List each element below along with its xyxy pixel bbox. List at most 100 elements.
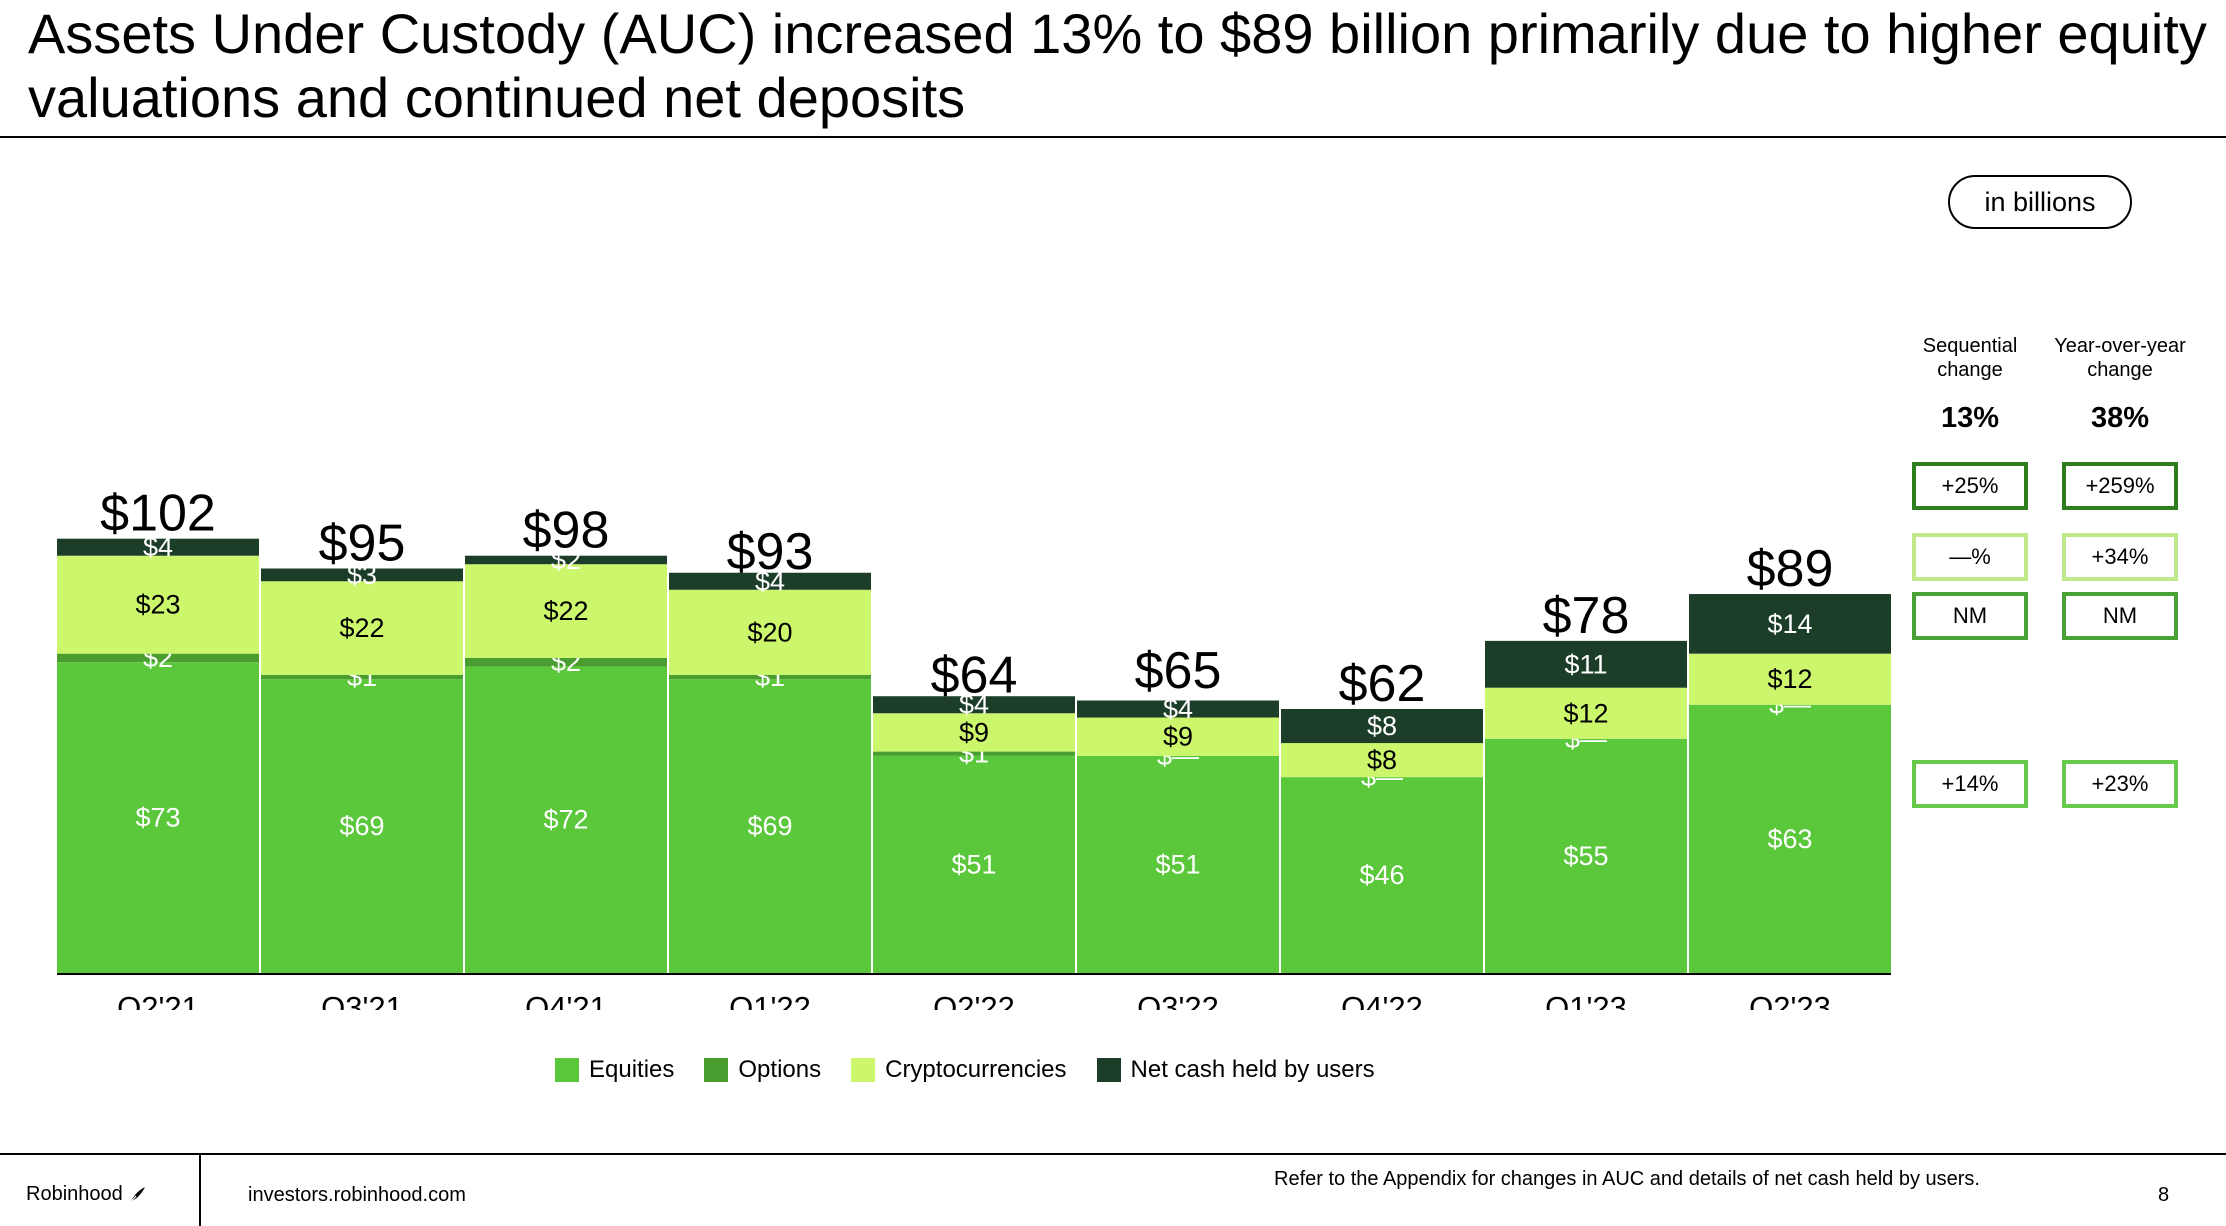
data-label-cryptocurrencies-q223: $12 [1767, 664, 1812, 694]
bar-net-cash-held-by-users-q322 [1077, 700, 1279, 718]
total-label-q321: $95 [319, 514, 406, 572]
data-label-net-cash-held-by-users-q422: $8 [1367, 711, 1397, 741]
bar-options-q421 [465, 657, 667, 667]
legend-item-cash: Net cash held by users [1096, 1056, 1375, 1084]
slide-title: Assets Under Custody (AUC) increased 13%… [28, 2, 2207, 129]
x-tick-label-q321: Q3'21 [321, 990, 403, 1010]
total-label-q223: $89 [1747, 540, 1834, 598]
data-label-net-cash-held-by-users-q421: $2 [551, 545, 581, 575]
legend-swatch-crypto [851, 1058, 876, 1082]
total-label-q322: $65 [1135, 642, 1222, 700]
data-label-cryptocurrencies-q421: $22 [543, 596, 588, 626]
units-badge: in billions [1948, 175, 2132, 229]
x-tick-label-q422: Q4'22 [1341, 990, 1423, 1010]
data-label-equities-q422: $46 [1359, 860, 1404, 890]
bar-cryptocurrencies-q321 [261, 581, 463, 675]
legend-item-crypto: Cryptocurrencies [851, 1056, 1067, 1084]
x-tick-label-q223: Q2'23 [1749, 990, 1831, 1010]
data-label-net-cash-held-by-users-q321: $3 [347, 560, 377, 590]
bar-equities-q223 [1689, 704, 1891, 973]
bar-equities-q421 [465, 666, 667, 973]
bar-net-cash-held-by-users-q221 [57, 538, 259, 556]
total-label-q422: $62 [1339, 655, 1426, 713]
x-tick-label-q221: Q2'21 [117, 990, 199, 1010]
yoy-total-change: 38% [2090, 402, 2150, 434]
data-label-equities-q123: $55 [1563, 841, 1608, 871]
logo-wordmark: Robinhood [26, 1183, 123, 1205]
bar-cryptocurrencies-q421 [465, 564, 667, 658]
investor-site-link[interactable]: investors.robinhood.com [248, 1184, 466, 1206]
bar-net-cash-held-by-users-q321 [261, 568, 463, 582]
bar-equities-q122 [669, 679, 871, 973]
total-label-q123: $78 [1543, 587, 1630, 645]
x-tick-label-q222: Q2'22 [933, 990, 1015, 1010]
yoy-change-header: Year-over-year change [2054, 335, 2186, 381]
bar-cryptocurrencies-q123 [1485, 687, 1687, 739]
footer-vertical-divider [199, 1155, 201, 1226]
total-label-q221: $102 [100, 485, 216, 543]
data-label-net-cash-held-by-users-q122: $4 [755, 566, 785, 596]
title-divider [0, 136, 2226, 138]
data-label-cryptocurrencies-q322: $9 [1163, 722, 1193, 752]
data-label-cryptocurrencies-q222: $9 [959, 717, 989, 747]
total-label-q421: $98 [523, 502, 610, 560]
bar-cryptocurrencies-q122 [669, 589, 871, 675]
data-label-equities-q322: $51 [1155, 849, 1200, 879]
data-label-net-cash-held-by-users-q223: $14 [1767, 609, 1812, 639]
data-label-net-cash-held-by-users-q123: $11 [1564, 649, 1607, 679]
page-number: 8 [2158, 1184, 2170, 1206]
bar-equities-q322 [1077, 755, 1279, 973]
bar-net-cash-held-by-users-q123 [1485, 640, 1687, 688]
x-tick-label-q123: Q1'23 [1545, 990, 1627, 1010]
data-label-equities-q122: $69 [747, 811, 792, 841]
bar-options-q221 [57, 653, 259, 663]
bar-cryptocurrencies-q222 [873, 713, 1075, 752]
cash-yoy-change: +259% [2062, 462, 2178, 510]
options-yoy-change: NM [2062, 592, 2178, 640]
crypto-yoy-change: +34% [2062, 533, 2178, 581]
data-label-cryptocurrencies-q221: $23 [135, 590, 180, 620]
equities-yoy-change: +23% [2062, 760, 2178, 808]
crypto-sequential-change: —% [1912, 533, 2028, 581]
sequential-total-change: 13% [1940, 402, 2000, 434]
data-label-net-cash-held-by-users-q222: $4 [959, 690, 989, 720]
bar-cryptocurrencies-q223 [1689, 653, 1891, 705]
bar-equities-q222 [873, 755, 1075, 973]
bar-cryptocurrencies-q221 [57, 555, 259, 654]
data-label-cryptocurrencies-q321: $22 [339, 613, 384, 643]
appendix-note: Refer to the Appendix for changes in AUC… [1274, 1168, 1980, 1190]
data-label-net-cash-held-by-users-q221: $4 [143, 532, 173, 562]
bar-cryptocurrencies-q422 [1281, 743, 1483, 778]
legend-item-options: Options [704, 1056, 821, 1084]
bar-net-cash-held-by-users-q122 [669, 572, 871, 590]
robinhood-logo: Robinhood [26, 1183, 147, 1206]
feather-icon [129, 1186, 145, 1203]
options-sequential-change: NM [1912, 592, 2028, 640]
x-tick-label-q421: Q4'21 [525, 990, 607, 1010]
data-label-cryptocurrencies-q122: $20 [747, 617, 792, 647]
legend-swatch-equities [555, 1058, 579, 1082]
cash-sequential-change: +25% [1912, 462, 2028, 510]
total-label-q122: $93 [727, 523, 814, 581]
bar-net-cash-held-by-users-q421 [465, 555, 667, 565]
bar-net-cash-held-by-users-q222 [873, 696, 1075, 714]
total-label-q222: $64 [931, 646, 1018, 704]
bar-equities-q123 [1485, 738, 1687, 973]
legend-label-options: Options [738, 1056, 822, 1083]
legend-swatch-options [704, 1058, 729, 1082]
bar-options-q122 [669, 674, 871, 680]
bar-equities-q221 [57, 662, 259, 973]
legend-label-crypto: Cryptocurrencies [885, 1056, 1067, 1083]
bar-net-cash-held-by-users-q223 [1689, 594, 1891, 654]
legend-item-equities: Equities [555, 1056, 674, 1084]
data-label-cryptocurrencies-q422: $8 [1367, 745, 1397, 775]
bar-net-cash-held-by-users-q422 [1281, 709, 1483, 744]
footer-divider [0, 1153, 2226, 1155]
data-label-equities-q222: $51 [951, 849, 996, 879]
legend-swatch-cash [1096, 1058, 1121, 1082]
legend-label-equities: Equities [589, 1056, 675, 1083]
equities-sequential-change: +14% [1912, 760, 2028, 808]
legend-label-cash: Net cash held by users [1130, 1056, 1375, 1083]
x-tick-label-q322: Q3'22 [1137, 990, 1219, 1010]
data-label-equities-q421: $72 [543, 805, 588, 835]
